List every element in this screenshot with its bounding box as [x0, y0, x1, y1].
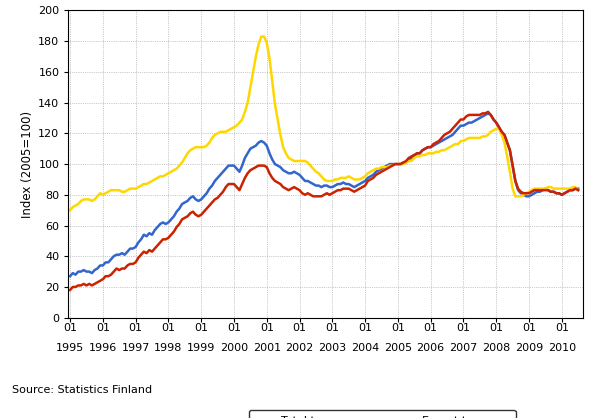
Text: 1996: 1996 [89, 343, 117, 353]
Export turnover [482, 111, 489, 116]
Text: 2005: 2005 [384, 343, 412, 353]
Text: 2007: 2007 [449, 343, 478, 353]
Total turnover [312, 183, 320, 188]
Domestic turnover [402, 160, 409, 165]
Total turnover [176, 206, 183, 211]
Text: Source: Statistics Finland: Source: Statistics Finland [12, 385, 152, 395]
Total turnover [67, 274, 74, 279]
Domestic turnover [575, 188, 582, 193]
Domestic turnover [258, 34, 265, 39]
Text: 2004: 2004 [351, 343, 379, 353]
Domestic turnover [479, 134, 486, 139]
Line: Export turnover: Export turnover [70, 112, 578, 290]
Text: 1997: 1997 [121, 343, 150, 353]
Text: 2001: 2001 [253, 343, 281, 353]
Total turnover [484, 111, 491, 116]
Domestic turnover [484, 133, 491, 138]
Line: Total turnover: Total turnover [70, 113, 578, 276]
Export turnover [575, 188, 582, 193]
Export turnover [484, 110, 491, 115]
Legend: Total turnover, Domestic turnover, Export turnover: Total turnover, Domestic turnover, Expor… [249, 410, 516, 418]
Text: 2009: 2009 [515, 343, 543, 353]
Domestic turnover [67, 208, 74, 213]
Text: 1998: 1998 [154, 343, 183, 353]
Export turnover [67, 288, 74, 293]
Text: 2006: 2006 [416, 343, 444, 353]
Domestic turnover [176, 163, 183, 168]
Line: Domestic turnover: Domestic turnover [70, 36, 578, 210]
Domestic turnover [315, 171, 322, 176]
Export turnover [476, 112, 483, 117]
Total turnover [86, 269, 93, 274]
Text: 1999: 1999 [187, 343, 215, 353]
Total turnover [476, 115, 483, 120]
Export turnover [176, 222, 183, 227]
Export turnover [400, 160, 407, 165]
Total turnover [400, 160, 407, 165]
Total turnover [482, 112, 489, 117]
Export turnover [312, 194, 320, 199]
Domestic turnover [86, 197, 93, 202]
Text: 2000: 2000 [220, 343, 248, 353]
Y-axis label: Index (2005=100): Index (2005=100) [21, 110, 34, 218]
Text: 2003: 2003 [318, 343, 346, 353]
Total turnover [575, 186, 582, 191]
Text: 2010: 2010 [548, 343, 576, 353]
Text: 2002: 2002 [286, 343, 314, 353]
Export turnover [86, 281, 93, 286]
Text: 1995: 1995 [56, 343, 84, 353]
Text: 2008: 2008 [482, 343, 511, 353]
